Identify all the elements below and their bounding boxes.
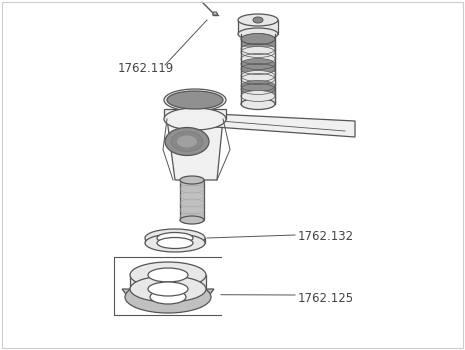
Ellipse shape [164,89,226,111]
Ellipse shape [241,34,275,44]
Ellipse shape [145,229,205,247]
Text: 1762.132: 1762.132 [298,230,354,243]
Ellipse shape [148,282,188,296]
Ellipse shape [241,98,275,110]
Ellipse shape [145,234,205,252]
Polygon shape [167,119,223,180]
Polygon shape [241,52,275,62]
Polygon shape [164,109,226,119]
Polygon shape [213,12,218,15]
Polygon shape [130,275,206,289]
Polygon shape [122,289,214,297]
Polygon shape [215,114,355,137]
Ellipse shape [157,232,193,244]
Ellipse shape [241,80,275,91]
Ellipse shape [171,132,203,152]
Ellipse shape [238,14,278,26]
Polygon shape [245,34,271,42]
Ellipse shape [157,238,193,248]
Text: 1762.125: 1762.125 [298,292,354,305]
Ellipse shape [241,91,275,102]
Polygon shape [241,39,275,47]
Polygon shape [241,34,275,104]
Ellipse shape [180,216,204,224]
Ellipse shape [238,28,278,40]
Ellipse shape [150,290,186,304]
Ellipse shape [165,127,209,155]
Ellipse shape [130,276,206,302]
Polygon shape [241,64,275,72]
Ellipse shape [130,262,206,288]
Polygon shape [238,20,278,34]
Ellipse shape [148,268,188,282]
Ellipse shape [241,70,275,82]
Polygon shape [241,86,275,94]
Polygon shape [241,96,275,106]
Ellipse shape [241,58,275,70]
Ellipse shape [167,91,223,109]
Ellipse shape [177,135,197,147]
Polygon shape [180,180,204,220]
Ellipse shape [164,108,226,130]
Ellipse shape [253,17,263,23]
Polygon shape [241,76,275,84]
Ellipse shape [241,47,275,57]
Ellipse shape [180,176,204,184]
Text: 1762.119: 1762.119 [118,62,174,75]
Polygon shape [145,238,205,243]
Ellipse shape [125,281,211,313]
